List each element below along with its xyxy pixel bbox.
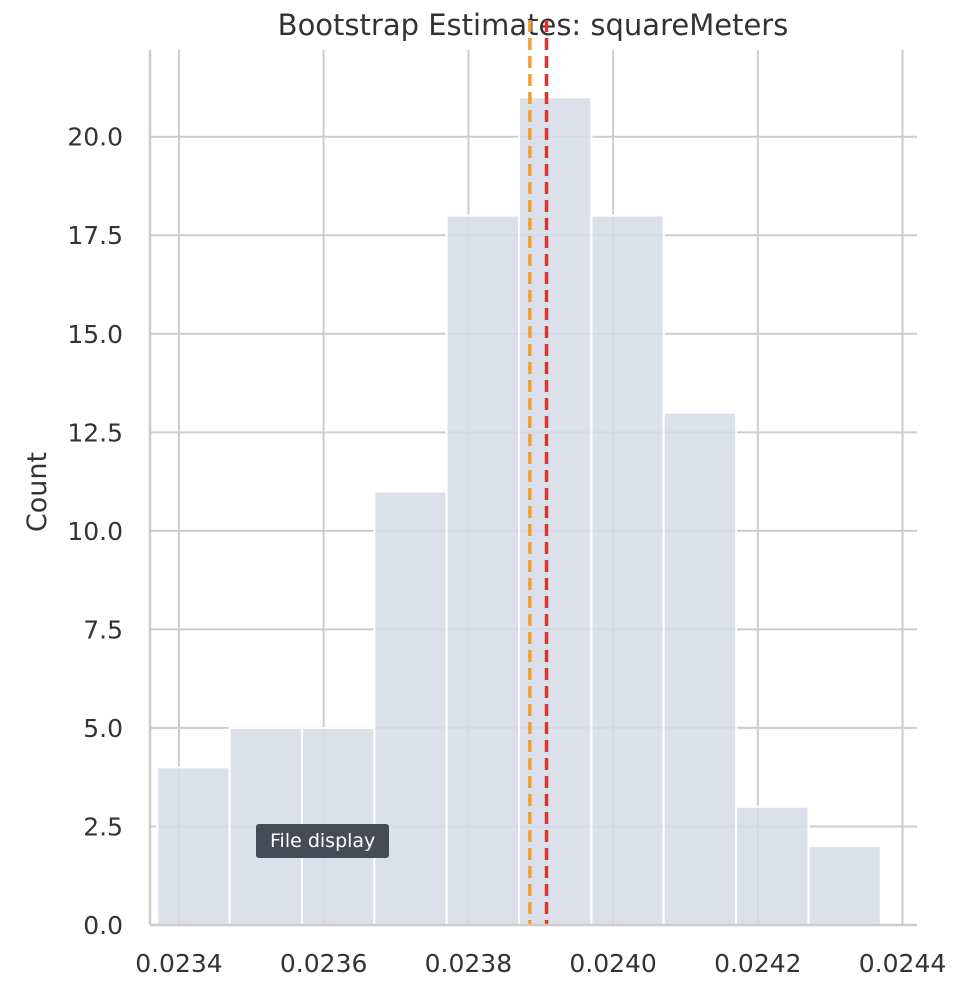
x-tick-label: 0.0244 [859,949,946,978]
histogram-bar [662,411,738,926]
file-display-tooltip: File display [256,824,390,858]
reference-lines [528,20,549,925]
y-tick-label: 12.5 [67,418,123,447]
histogram-bar [735,805,810,927]
x-tick-labels: 0.0234 0.0236 0.0238 0.0240 0.0242 0.0244 [135,949,946,978]
histogram-bar [373,490,448,926]
y-tick-label: 20.0 [67,123,123,152]
x-tick-label: 0.0240 [569,949,656,978]
histogram-bar [445,214,521,927]
x-tick-label: 0.0234 [135,949,222,978]
y-tick-label: 17.5 [67,221,123,250]
histogram-bar [807,845,882,926]
histogram-bar [156,766,231,926]
y-tick-label: 10.0 [67,517,123,546]
chart-title: Bootstrap Estimates: squareMeters [278,8,789,42]
y-tick-label: 5.0 [83,714,123,743]
x-tick-label: 0.0236 [280,949,367,978]
y-tick-labels: 0.0 2.5 5.0 7.5 10.0 12.5 15.0 17.5 20.0 [67,123,123,940]
x-tick-label: 0.0238 [425,949,512,978]
histogram-bars [156,96,882,927]
histogram-bar [590,214,665,927]
y-tick-label: 0.0 [83,911,123,940]
axes [148,50,917,927]
y-tick-label: 15.0 [67,320,123,349]
y-tick-label: 2.5 [83,812,123,841]
y-axis-label: Count [22,452,53,532]
x-tick-label: 0.0242 [714,949,801,978]
y-tick-label: 7.5 [83,615,123,644]
